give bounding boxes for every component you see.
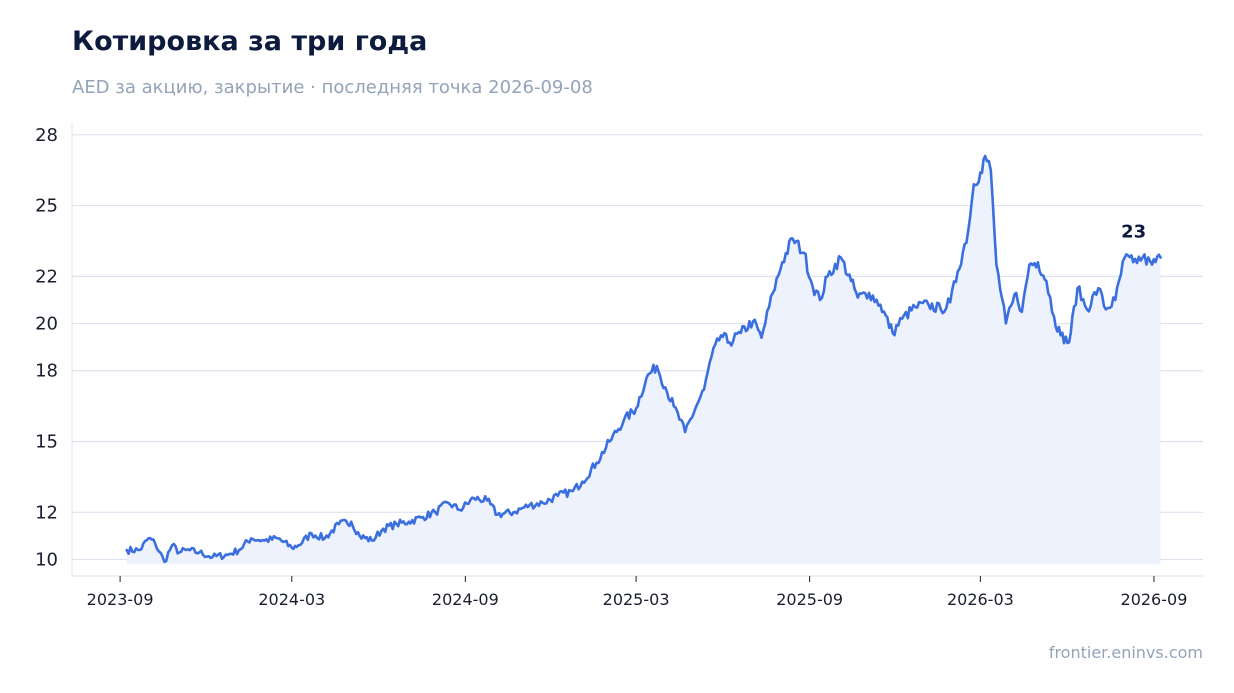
y-tick-label-1: 12 <box>35 502 58 523</box>
y-tick-label-6: 25 <box>35 196 58 217</box>
x-tick-label-0: 2023-09 <box>87 590 154 609</box>
price-line <box>125 154 1162 564</box>
y-tick-label-7: 28 <box>35 125 58 146</box>
x-tick-label-3: 2025-03 <box>603 590 670 609</box>
x-tick-label-5: 2026-03 <box>947 590 1014 609</box>
x-tick-labels: 2023-09 2024-03 2024-09 2025-03 2025-09 2026-… <box>87 576 1188 609</box>
area-fill <box>126 156 1161 565</box>
y-tick-label-4: 20 <box>35 314 58 335</box>
y-tick-label-5: 22 <box>35 266 58 287</box>
y-tick-label-3: 18 <box>35 361 58 382</box>
last-value-label: 23 <box>1121 222 1146 243</box>
y-tick-label-0: 10 <box>35 549 58 570</box>
x-tick-label-2: 2024-09 <box>432 590 499 609</box>
y-tick-label-2: 15 <box>35 432 58 453</box>
axes <box>71 123 1203 577</box>
source-credit: frontier.eninvs.com <box>1048 643 1203 662</box>
x-tick-label-6: 2026-09 <box>1121 590 1188 609</box>
chart-subtitle: AED за акцию, закрытие · последняя точка… <box>72 77 593 98</box>
chart-title: Котировка за три года <box>72 26 428 57</box>
x-tick-label-4: 2025-09 <box>776 590 843 609</box>
x-tick-label-1: 2024-03 <box>258 590 325 609</box>
y-tick-labels: 10 12 15 18 20 22 25 28 <box>35 125 58 571</box>
